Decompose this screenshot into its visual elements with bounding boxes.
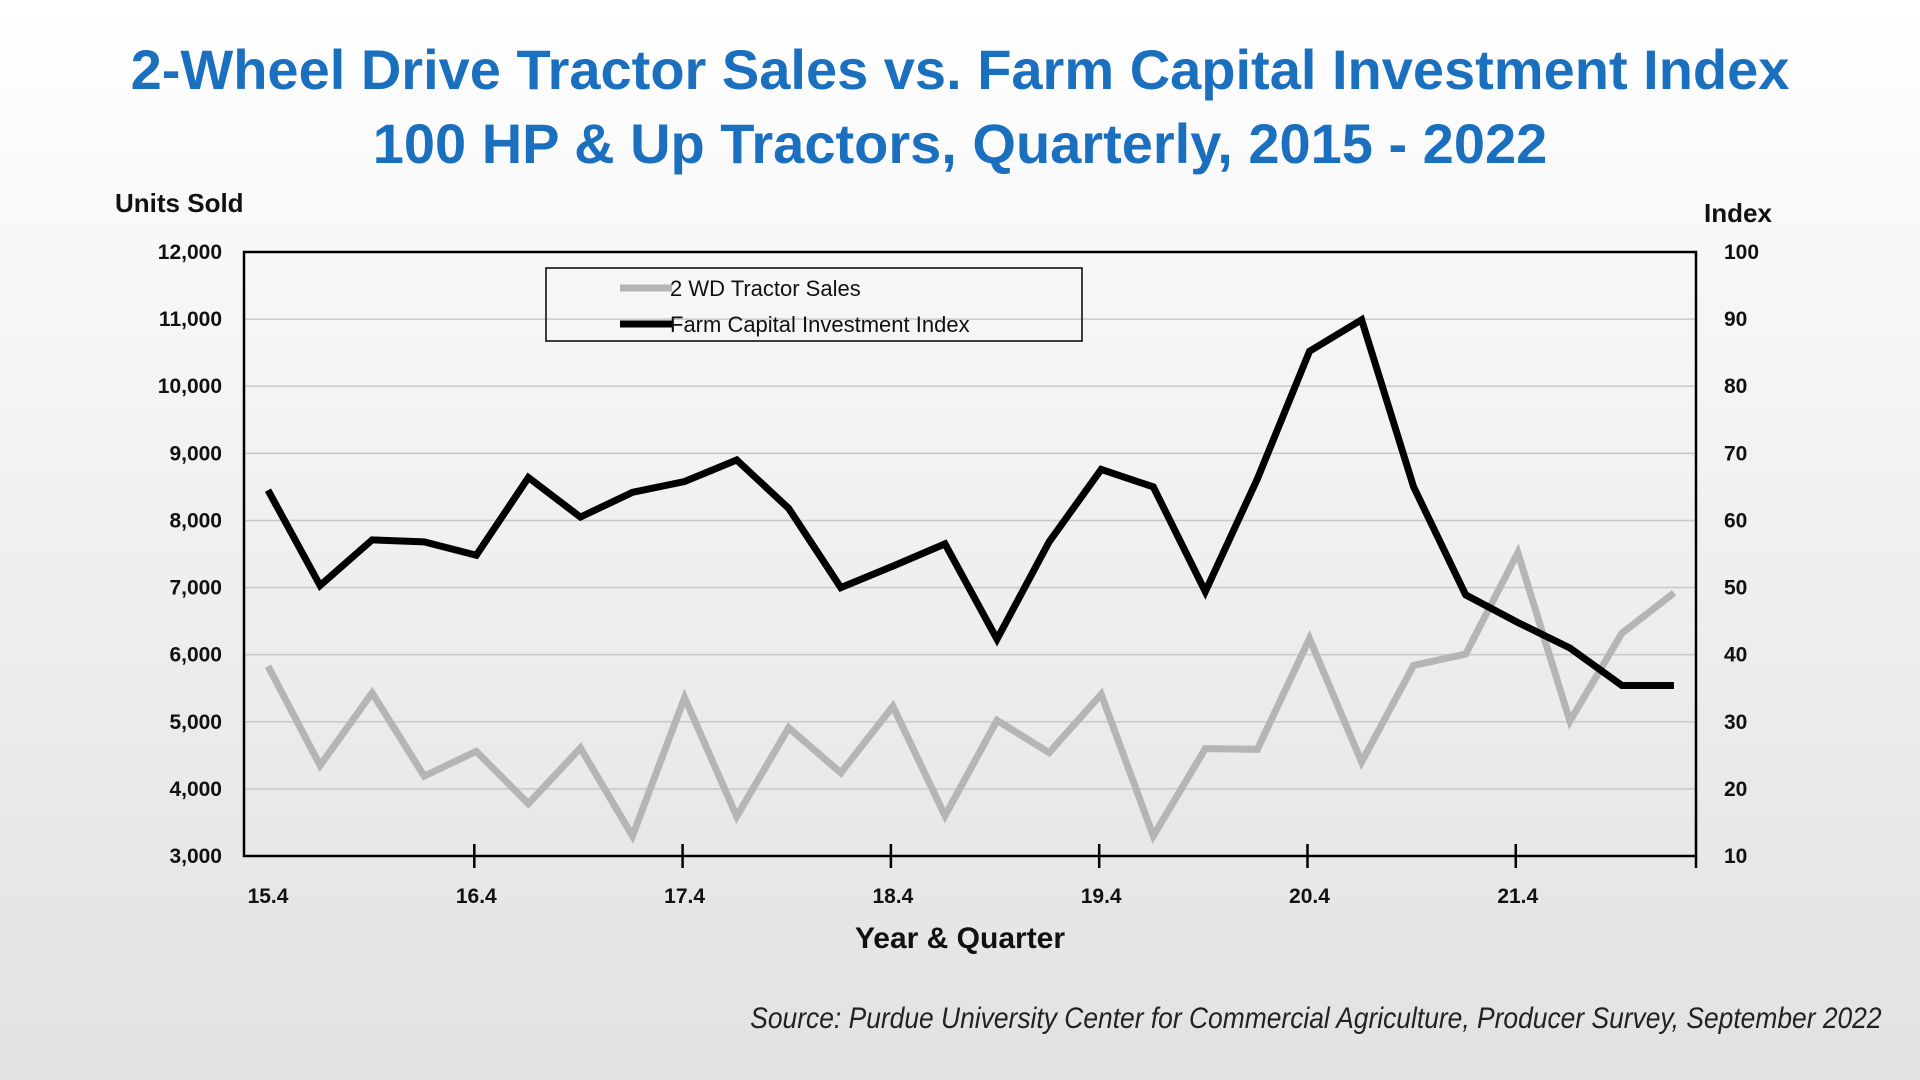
- plot-frame: [242, 250, 1698, 858]
- x-tick-label: 15.4: [248, 885, 289, 908]
- y-left-tick-label: 7,000: [169, 577, 222, 600]
- y-left-tick-label: 12,000: [158, 241, 222, 264]
- y-left-tick-label: 8,000: [169, 509, 222, 532]
- x-tick-label: 19.4: [1081, 885, 1122, 908]
- y-right-tick-label: 100: [1724, 241, 1759, 264]
- y-right-tick-label: 40: [1724, 644, 1747, 667]
- y-left-tick-label: 6,000: [169, 644, 222, 667]
- axis-ticks: 3,000 4,000 5,000 6,000 7,000 8,000 9,000 10,00…: [158, 241, 1759, 908]
- x-tick-label: 17.4: [664, 885, 705, 908]
- x-tick-label: 21.4: [1497, 885, 1538, 908]
- y-left-tick-label: 5,000: [169, 711, 222, 734]
- y-left-tick-label: 3,000: [169, 845, 222, 868]
- source-note: Source: Purdue University Center for Com…: [750, 1002, 1882, 1035]
- series-line-tractor-sales: [264, 543, 1677, 844]
- legend-box: [545, 267, 1083, 342]
- y-left-tick-label: 11,000: [159, 308, 222, 331]
- y-axis-right-label: Index: [1704, 198, 1772, 228]
- y-right-tick-label: 30: [1724, 711, 1747, 734]
- x-axis-label: Year & Quarter: [854, 922, 1066, 955]
- legend-label-investment-index: Farm Capital Investment Index: [670, 312, 970, 337]
- legend: 2 WD Tractor Sales Farm Capital Investmen…: [545, 267, 1083, 342]
- series-layer: [264, 314, 1677, 844]
- y-right-tick-label: 50: [1724, 577, 1747, 600]
- y-axis-left-label: Units Sold: [115, 188, 244, 218]
- y-left-tick-label: 10,000: [158, 375, 222, 398]
- y-right-tick-label: 20: [1724, 778, 1747, 801]
- chart-title-line-1: 2-Wheel Drive Tractor Sales vs. Farm Cap…: [130, 38, 1790, 101]
- y-right-tick-label: 90: [1724, 308, 1747, 331]
- chart-title-line-2: 100 HP & Up Tractors, Quarterly, 2015 - …: [372, 112, 1548, 175]
- y-right-tick-label: 70: [1724, 442, 1747, 465]
- x-tick-label: 16.4: [456, 885, 497, 908]
- legend-label-tractor-sales: 2 WD Tractor Sales: [670, 276, 861, 301]
- y-right-tick-label: 10: [1724, 845, 1747, 868]
- y-right-tick-label: 60: [1724, 509, 1747, 532]
- series-line-investment-index: [264, 314, 1674, 689]
- x-tick-label: 18.4: [872, 885, 913, 908]
- y-left-tick-label: 9,000: [169, 442, 222, 465]
- x-tick-label: 20.4: [1289, 885, 1330, 908]
- y-right-tick-label: 80: [1724, 375, 1747, 398]
- y-left-tick-label: 4,000: [169, 778, 222, 801]
